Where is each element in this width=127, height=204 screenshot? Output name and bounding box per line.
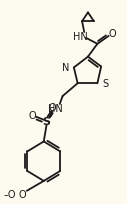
Text: O: O [18,189,26,199]
Text: S: S [102,79,108,89]
Text: O: O [29,110,36,120]
Text: HN: HN [48,103,62,113]
Text: S: S [43,116,51,126]
Text: –O: –O [3,189,15,199]
Text: O: O [109,29,116,39]
Text: O: O [48,102,56,112]
Text: N: N [62,63,69,73]
Text: HN: HN [73,32,88,42]
